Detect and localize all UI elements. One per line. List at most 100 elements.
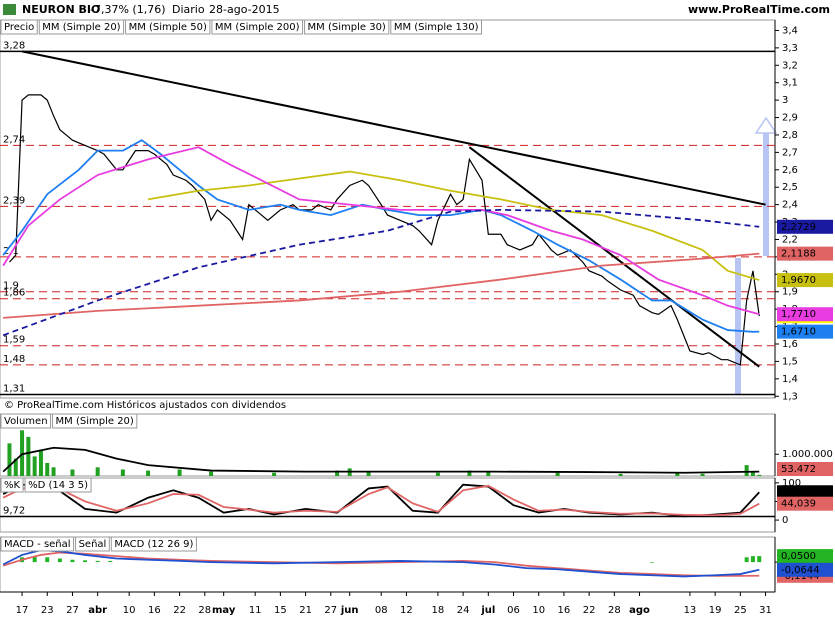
y-tick-label: 1,6: [782, 339, 798, 350]
x-tick-label: 10: [532, 605, 545, 616]
x-tick-label: 22: [173, 605, 186, 616]
bar: [45, 557, 50, 563]
bar: [95, 560, 100, 563]
level-label: 1,9: [3, 281, 19, 292]
level-label: 1,86: [3, 288, 25, 299]
x-tick-label: jun: [340, 605, 359, 616]
legend-box: [0, 19, 38, 35]
x-tick-label: abr: [88, 605, 107, 616]
y-tick-label: 2,4: [782, 200, 798, 211]
legend-box: [0, 413, 52, 429]
x-tick-label: 28: [198, 605, 211, 616]
y-tick-label: 2,7: [782, 147, 798, 158]
level-label: 2,74: [3, 134, 25, 145]
bar: [757, 556, 762, 563]
date: 28-ago-2015: [209, 3, 280, 16]
y-tick-label: 3,4: [782, 25, 798, 36]
y-tick-label: 2,8: [782, 130, 798, 141]
x-tick-label: 19: [709, 605, 722, 616]
y-tick-label: 3,2: [782, 60, 798, 71]
legend-entry: MM (Simple 30): [308, 22, 386, 33]
bar: [177, 469, 182, 476]
legend-box: [125, 19, 211, 35]
last-value-box: [777, 549, 833, 564]
y-tick-label: 1,3: [782, 391, 798, 402]
last-value-label: 1,9670: [781, 275, 816, 286]
legend-box: [75, 536, 110, 552]
legend-entry: %K: [4, 480, 21, 491]
x-tick-label: 24: [457, 605, 470, 616]
bar: [120, 469, 125, 476]
level-label: 2,1: [3, 246, 19, 257]
bar: [700, 473, 705, 476]
series-line: [2, 208, 760, 337]
legend-box: [52, 413, 138, 429]
bar: [108, 560, 113, 563]
bar: [57, 558, 62, 563]
move-bar: [763, 132, 769, 256]
x-tick-label: 17: [16, 605, 29, 616]
legend-entry: MM (Simple 20): [56, 416, 134, 427]
period: Diario: [172, 3, 205, 16]
last-value-box: [777, 273, 833, 288]
bar: [38, 449, 43, 476]
y-tick-label: 1.000.000: [782, 449, 833, 460]
symbol: NEURON BIO: [22, 3, 100, 16]
bar: [70, 559, 75, 563]
level-label: 3,28: [3, 40, 25, 51]
bar: [7, 443, 12, 476]
move-arrow: [754, 116, 778, 134]
bar: [435, 472, 440, 476]
y-tick-label: 3,1: [782, 78, 798, 89]
last-value-box: [777, 246, 833, 261]
bar: [335, 470, 340, 476]
legend-box: [38, 19, 125, 35]
bar: [32, 556, 37, 563]
x-tick-label: 27: [66, 605, 79, 616]
legend-entry: MACD (12 26 9): [114, 539, 193, 550]
y-tick-label: 1,9: [782, 287, 798, 298]
y-tick-label: 100: [782, 478, 801, 489]
bar: [51, 467, 56, 476]
bar: [95, 467, 100, 476]
bar: [744, 557, 749, 563]
last-value-box: [777, 324, 833, 339]
bar: [45, 462, 50, 476]
legend-box: [0, 477, 24, 493]
legend-entry: MM (Simple 200): [215, 22, 300, 33]
bar: [675, 472, 680, 476]
last-value-box: [777, 462, 833, 476]
last-value-box: [777, 485, 833, 500]
bar: [209, 471, 214, 476]
last-value-label: 1,7710: [781, 309, 816, 320]
last-value-label: 2,1188: [781, 249, 816, 260]
bar: [618, 473, 623, 476]
y-tick-label: 1,5: [782, 356, 798, 367]
bar: [83, 560, 88, 563]
x-tick-label: 08: [375, 605, 388, 616]
x-tick-label: 06: [507, 605, 520, 616]
site: www.ProRealTime.com: [688, 3, 830, 16]
series-line: [2, 139, 760, 333]
y-tick-label: 2,2: [782, 234, 798, 245]
last-value-label: 0,0500: [781, 551, 816, 562]
series-line: [2, 446, 760, 474]
legend-box: [24, 477, 92, 493]
legend-box: [304, 19, 390, 35]
y-tick-label: 1,4: [782, 374, 798, 385]
series-line: [2, 484, 760, 517]
legend-box: [0, 536, 75, 552]
x-tick-label: 28: [608, 605, 621, 616]
bar: [70, 469, 75, 476]
x-tick-label: 25: [734, 605, 747, 616]
bar: [26, 436, 31, 476]
y-tick-label: 2,5: [782, 182, 798, 193]
y-tick-label: 0: [782, 515, 788, 526]
y-tick-label: 2,9: [782, 113, 798, 124]
legend-box: [390, 19, 482, 35]
bar: [467, 470, 472, 476]
legend-entry: %D (14 3 5): [28, 480, 88, 491]
series-line: [2, 549, 760, 578]
legend-entry: MACD - señal: [4, 539, 71, 550]
bar: [366, 471, 371, 476]
